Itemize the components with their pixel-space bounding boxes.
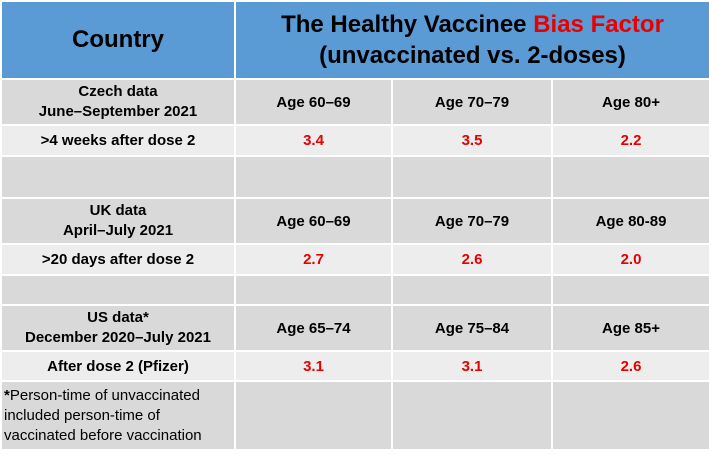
country-header: Country [0, 0, 236, 80]
age-group-cell: Age 70–79 [391, 197, 553, 245]
empty-cell [551, 274, 709, 306]
section-row-czech: Czech data June–September 2021 Age 60–69… [0, 78, 709, 126]
empty-cell [234, 380, 393, 451]
empty-cell [551, 380, 709, 451]
subtitle: (unvaccinated vs. 2-doses) [319, 42, 626, 69]
title-header: The Healthy Vaccinee Bias Factor (unvacc… [234, 0, 709, 80]
header-row: Country The Healthy Vaccinee Bias Factor… [0, 0, 709, 80]
bias-value: 3.4 [234, 124, 393, 157]
source-name: US data* [87, 309, 149, 326]
age-group-cell: Age 60–69 [234, 78, 393, 126]
age-group-cell: Age 70–79 [391, 78, 553, 126]
age-group-cell: Age 80-89 [551, 197, 709, 245]
title-highlight: Bias Factor [533, 11, 664, 38]
empty-cell [0, 155, 236, 199]
value-row-us: After dose 2 (Pfizer) 3.1 3.1 2.6 [0, 350, 709, 382]
footnote-line: vaccinated before vaccination [4, 426, 202, 444]
empty-cell [0, 274, 236, 306]
bias-value: 2.2 [551, 124, 709, 157]
bias-value: 2.0 [551, 243, 709, 276]
source-period: December 2020–July 2021 [25, 329, 211, 346]
row-label: >20 days after dose 2 [0, 243, 236, 276]
bias-value: 3.1 [234, 350, 393, 382]
age-group-cell: Age 65–74 [234, 304, 393, 352]
section-row-us: US data* December 2020–July 2021 Age 65–… [0, 304, 709, 352]
empty-cell [391, 155, 553, 199]
age-group-cell: Age 60–69 [234, 197, 393, 245]
source-name: Czech data [78, 83, 158, 100]
footnote-row: *Person-time of unvaccinated included pe… [0, 380, 709, 451]
bias-value: 3.5 [391, 124, 553, 157]
row-label: >4 weeks after dose 2 [0, 124, 236, 157]
age-group-cell: Age 80+ [551, 78, 709, 126]
footnote-cell: *Person-time of unvaccinated included pe… [0, 380, 236, 451]
spacer-row [0, 274, 709, 306]
row-label: After dose 2 (Pfizer) [0, 350, 236, 382]
empty-cell [234, 155, 393, 199]
bias-value: 2.7 [234, 243, 393, 276]
source-name: UK data [89, 202, 147, 219]
source-cell: US data* December 2020–July 2021 [0, 304, 236, 352]
empty-cell [551, 155, 709, 199]
spacer-row [0, 155, 709, 199]
source-cell: Czech data June–September 2021 [0, 78, 236, 126]
bias-value: 3.1 [391, 350, 553, 382]
source-period: June–September 2021 [38, 103, 198, 120]
source-period: April–July 2021 [62, 222, 174, 239]
age-group-cell: Age 75–84 [391, 304, 553, 352]
empty-cell [391, 380, 553, 451]
value-row-uk: >20 days after dose 2 2.7 2.6 2.0 [0, 243, 709, 276]
age-group-cell: Age 85+ [551, 304, 709, 352]
bias-value: 2.6 [391, 243, 553, 276]
footnote-line: included person-time of [4, 406, 160, 424]
source-cell: UK data April–July 2021 [0, 197, 236, 245]
footnote-star: * [4, 386, 10, 404]
empty-cell [391, 274, 553, 306]
bias-value: 2.6 [551, 350, 709, 382]
value-row-czech: >4 weeks after dose 2 3.4 3.5 2.2 [0, 124, 709, 157]
section-row-uk: UK data April–July 2021 Age 60–69 Age 70… [0, 197, 709, 245]
title-text: The Healthy Vaccinee [281, 11, 534, 38]
footnote-line: Person-time of unvaccinated [9, 386, 200, 404]
empty-cell [234, 274, 393, 306]
